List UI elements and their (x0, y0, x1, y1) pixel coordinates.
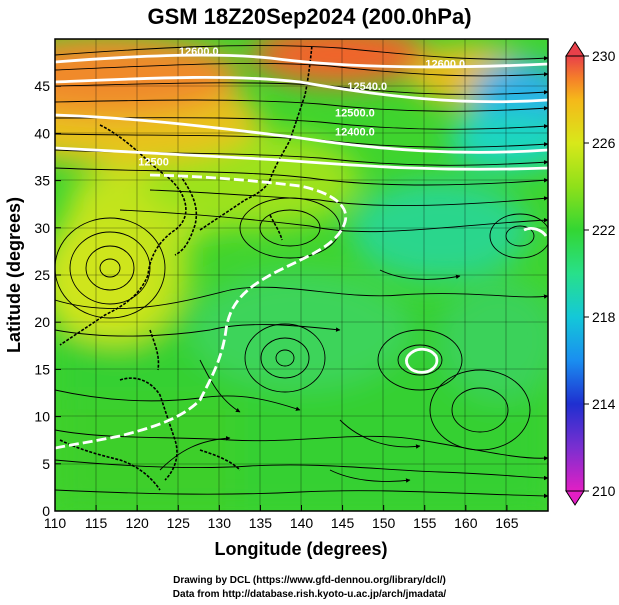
y-tick-label: 40 (34, 125, 50, 141)
contour-label: 12540.0 (347, 81, 387, 93)
x-tick-label: 145 (331, 515, 355, 531)
x-axis-label: Longitude (degrees) (214, 539, 387, 559)
contour-label: 12400.0 (335, 126, 375, 138)
colorbar-tick-label: 230 (592, 48, 616, 64)
lat-lon-grid (55, 39, 548, 511)
x-tick-label: 155 (413, 515, 437, 531)
x-tick-label: 120 (125, 515, 149, 531)
temperature-field (55, 39, 548, 511)
colorbar-ticks: 210 214 218 222 226 230 (584, 48, 616, 499)
y-tick-label: 30 (34, 220, 50, 236)
x-tick-label: 160 (454, 515, 478, 531)
colorbar-tick-label: 210 (592, 483, 616, 499)
credit-data: Data from http://database.rish.kyoto-u.a… (172, 589, 447, 600)
colorbar-tick-label: 218 (592, 309, 616, 325)
y-tick-label: 5 (42, 456, 50, 472)
colorbar-tick-label: 226 (592, 135, 616, 151)
contour-label: 12600.0 (425, 58, 465, 70)
colorbar-bottom-arrow (565, 490, 585, 506)
y-axis-label: Latitude (degrees) (4, 197, 24, 353)
streamlines (55, 45, 548, 499)
credit-drawing: Drawing by DCL (https://www.gfd-dennou.o… (173, 575, 446, 586)
contour-label: 12600.0 (179, 46, 219, 58)
x-tick-label: 110 (44, 515, 67, 531)
colorbar-tick-label: 214 (592, 396, 616, 412)
x-tick-label: 130 (208, 515, 232, 531)
y-tick-label: 35 (34, 173, 50, 189)
x-axis-ticks: 110 115 120 125 130 135 140 145 150 155 160 165 (44, 505, 519, 531)
colorbar-tick-label: 222 (592, 222, 616, 238)
colorbar-top-arrow (565, 41, 585, 57)
y-axis-ticks: 0 5 10 15 20 25 30 35 40 45 (34, 78, 61, 519)
y-tick-label: 15 (34, 361, 50, 377)
chart-title: GSM 18Z20Sep2024 (200.0hPa) (147, 4, 472, 29)
y-tick-label: 10 (34, 409, 50, 425)
contour-labels: 12600.0 12540.0 12500.0 12400.0 12600.0 12500 (138, 46, 465, 168)
x-tick-label: 115 (85, 515, 108, 531)
colorbar: 210 214 218 222 226 230 (565, 41, 616, 506)
contour-label: 12500.0 (335, 107, 375, 119)
x-tick-label: 150 (372, 515, 396, 531)
height-contours (55, 53, 548, 450)
y-tick-label: 25 (34, 267, 50, 283)
x-tick-label: 140 (290, 515, 314, 531)
x-tick-label: 135 (249, 515, 273, 531)
y-tick-label: 45 (34, 78, 50, 94)
y-tick-label: 20 (34, 314, 50, 330)
contour-label: 12500 (138, 156, 169, 168)
y-tick-label: 0 (42, 503, 50, 519)
x-tick-label: 165 (495, 515, 519, 531)
coastlines (59, 44, 313, 491)
x-tick-label: 125 (167, 515, 191, 531)
